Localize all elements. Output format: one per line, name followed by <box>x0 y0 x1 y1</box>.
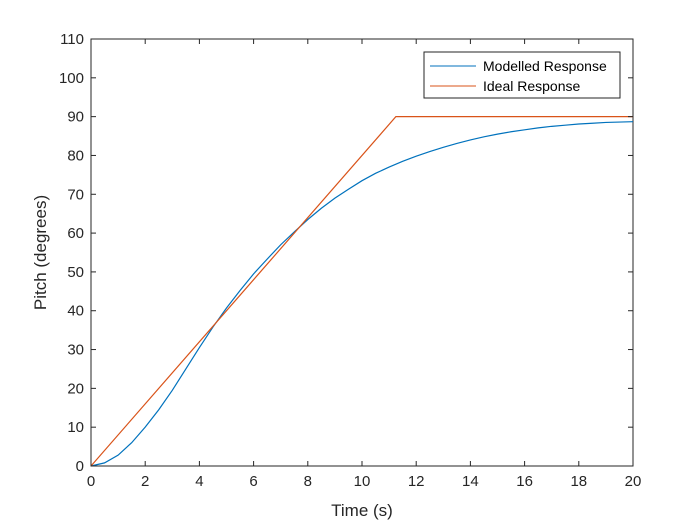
x-tick-label: 12 <box>408 473 425 490</box>
y-tick-label: 10 <box>67 419 84 436</box>
x-tick-label: 0 <box>87 473 95 490</box>
legend-box <box>423 51 621 99</box>
y-axis-title: Pitch (degrees) <box>31 195 50 310</box>
x-tick-label: 8 <box>304 473 312 490</box>
x-tick-label: 14 <box>462 473 479 490</box>
y-tick-label: 0 <box>76 458 84 475</box>
y-tick-label: 70 <box>67 186 84 203</box>
y-tick-label: 30 <box>67 342 84 359</box>
plot-area <box>90 38 634 467</box>
y-tick-label: 20 <box>67 380 84 397</box>
series-layer <box>90 116 634 467</box>
x-tick-label: 18 <box>570 473 587 490</box>
x-tick-label: 4 <box>195 473 203 490</box>
y-tick-label: 40 <box>67 303 84 320</box>
legend-label-ideal: Ideal Response <box>483 78 581 94</box>
y-tick-label: 100 <box>59 70 84 87</box>
x-tick-label: 6 <box>249 473 257 490</box>
x-axis-title: Time (s) <box>331 501 393 520</box>
legend: Modelled Response Ideal Response <box>423 51 621 99</box>
y-tick-label: 110 <box>60 31 84 48</box>
series-line-modelled-response <box>90 121 634 467</box>
ticks-layer: 0 2 4 6 8 10 12 14 16 18 20 0 10 20 30 40 50 60 70 80 90 100 1… <box>59 31 641 490</box>
x-tick-label: 10 <box>354 473 371 490</box>
legend-label-modelled: Modelled Response <box>483 58 607 74</box>
y-tick-label: 60 <box>67 225 84 242</box>
x-tick-label: 20 <box>625 473 642 490</box>
y-tick-label: 90 <box>67 109 84 126</box>
x-tick-label: 16 <box>516 473 533 490</box>
y-tick-label: 50 <box>67 264 84 281</box>
y-tick-label: 80 <box>67 147 84 164</box>
x-tick-label: 2 <box>141 473 149 490</box>
series-line-ideal-response <box>90 116 633 467</box>
